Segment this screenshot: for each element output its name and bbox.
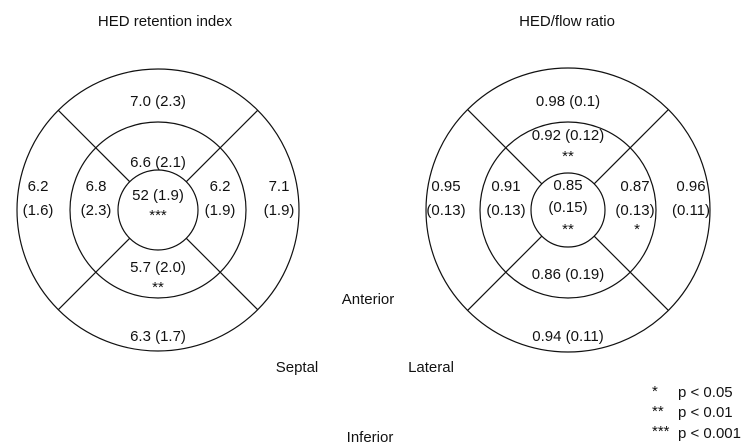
divider: [467, 235, 543, 311]
segment-text: 6.6 (2.1): [130, 154, 186, 171]
segment-text: 0.86 (0.19): [532, 266, 605, 283]
divider: [57, 109, 131, 183]
segment-text: 0.98 (0.1): [536, 93, 600, 110]
divider: [467, 109, 543, 185]
legend-text: p < 0.01: [678, 404, 733, 421]
legend-text: p < 0.001: [678, 425, 741, 442]
center-circle: [117, 169, 199, 251]
legend: * p < 0.05 ** p < 0.01 *** p < 0.001: [652, 383, 741, 442]
segment-text: **: [562, 148, 574, 165]
divider: [185, 109, 259, 183]
segment-text: 0.85: [553, 177, 582, 194]
center-circle: [530, 172, 606, 248]
segment-text: ***: [149, 207, 167, 224]
segment-text: (0.13): [486, 202, 525, 219]
map-title: HED/flow ratio: [519, 13, 615, 30]
segment-text: (2.3): [81, 202, 112, 219]
segment-text: 0.96: [676, 178, 705, 195]
segment-text: 6.8: [86, 178, 107, 195]
segment-text: (0.15): [548, 199, 587, 216]
segment-text: 52 (1.9): [132, 187, 184, 204]
outer-ring: [425, 67, 711, 353]
segment-text: (1.6): [23, 202, 54, 219]
divider: [593, 109, 669, 185]
map-right: HED/flow ratio 0.98 (0.1) 0.95 (0.13) 0.…: [425, 13, 711, 353]
orientation-label: Septal: [276, 359, 319, 376]
segment-text: (0.11): [672, 202, 710, 219]
segment-text: (0.13): [615, 202, 654, 219]
segment-text: (1.9): [205, 202, 236, 219]
segment-text: 6.2: [210, 178, 231, 195]
inner-ring: [479, 121, 657, 299]
map-title: HED retention index: [98, 13, 233, 30]
segment-text: 7.1: [269, 178, 290, 195]
orientation-label: Lateral: [408, 359, 454, 376]
segment-text: 0.94 (0.11): [532, 328, 603, 345]
segment-text: 0.95: [431, 178, 460, 195]
legend-symbol: ***: [652, 423, 670, 440]
segment-text: 7.0 (2.3): [130, 93, 186, 110]
segment-text: 5.7 (2.0): [130, 259, 186, 276]
segment-text: **: [152, 279, 164, 296]
segment-text: 0.92 (0.12): [532, 127, 605, 144]
divider: [593, 235, 669, 311]
segment-text: (1.9): [264, 202, 295, 219]
map-left: HED retention index 7.0 (2.3) 6.2 (1.6) …: [16, 13, 300, 352]
orientation-label: Inferior: [347, 429, 394, 446]
legend-symbol: *: [652, 383, 658, 400]
segment-text: 0.87: [620, 178, 649, 195]
legend-symbol: **: [652, 403, 664, 420]
outer-ring: [16, 68, 300, 352]
segment-text: **: [562, 221, 574, 238]
divider: [185, 237, 259, 311]
divider: [57, 237, 131, 311]
orientation-label: Anterior: [342, 291, 395, 308]
legend-text: p < 0.05: [678, 384, 733, 401]
segment-text: 6.3 (1.7): [130, 328, 186, 345]
segment-text: (0.13): [426, 202, 465, 219]
segment-text: *: [634, 221, 640, 238]
inner-ring: [69, 121, 247, 299]
segment-text: 0.91: [491, 178, 520, 195]
segment-text: 6.2: [28, 178, 49, 195]
